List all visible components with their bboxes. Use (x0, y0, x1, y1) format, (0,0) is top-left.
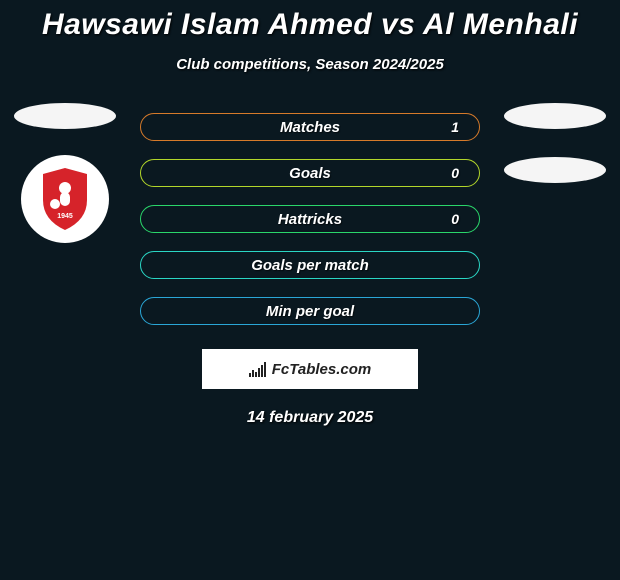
stats-list: Matches 1 Goals 0 Hattricks 0 Goals per … (140, 113, 480, 325)
left-player-column: 1945 (0, 103, 130, 241)
subtitle: Club competitions, Season 2024/2025 (0, 56, 620, 73)
attribution-badge: FcTables.com (202, 349, 418, 389)
comparison-area: 1945 Matches 1 Goals 0 Hattricks 0 Goals… (0, 113, 620, 325)
stat-value: 0 (451, 165, 459, 181)
stat-value: 1 (451, 119, 459, 135)
footer-date: 14 february 2025 (0, 409, 620, 427)
stat-value: 0 (451, 211, 459, 227)
player-placeholder-icon (504, 103, 606, 129)
stat-bar-goals: Goals 0 (140, 159, 480, 187)
shield-icon: 1945 (39, 166, 91, 232)
right-player-column (490, 103, 620, 211)
stat-bar-goals-per-match: Goals per match (140, 251, 480, 279)
club-placeholder-icon (504, 157, 606, 183)
stat-bar-hattricks: Hattricks 0 (140, 205, 480, 233)
attribution-text: FcTables.com (272, 361, 371, 378)
stat-bar-matches: Matches 1 (140, 113, 480, 141)
stat-label: Matches (280, 119, 340, 136)
bar-chart-icon (249, 361, 266, 377)
page-title: Hawsawi Islam Ahmed vs Al Menhali (0, 0, 620, 42)
stat-label: Goals per match (251, 257, 369, 274)
player-placeholder-icon (14, 103, 116, 129)
stat-label: Min per goal (266, 303, 354, 320)
svg-text:1945: 1945 (57, 213, 73, 220)
stat-label: Goals (289, 165, 331, 182)
stat-bar-min-per-goal: Min per goal (140, 297, 480, 325)
stat-label: Hattricks (278, 211, 342, 228)
al-wehda-club-badge: 1945 (23, 157, 107, 241)
